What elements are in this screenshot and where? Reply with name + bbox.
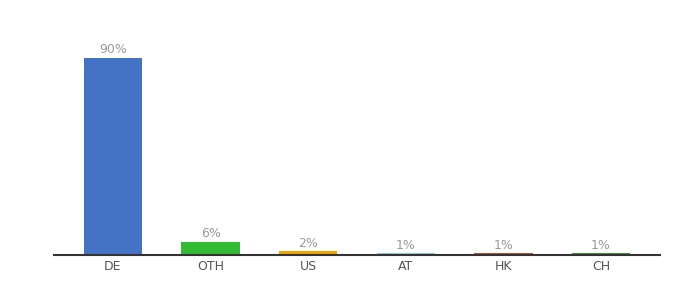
Text: 1%: 1% bbox=[591, 239, 611, 252]
Bar bbox=[377, 253, 435, 255]
Text: 90%: 90% bbox=[99, 43, 127, 56]
Bar bbox=[474, 253, 532, 255]
Bar bbox=[84, 58, 142, 255]
Bar bbox=[182, 242, 240, 255]
Bar bbox=[279, 250, 337, 255]
Text: 6%: 6% bbox=[201, 227, 220, 240]
Bar bbox=[572, 253, 630, 255]
Text: 2%: 2% bbox=[299, 237, 318, 250]
Text: 1%: 1% bbox=[396, 239, 415, 252]
Text: 1%: 1% bbox=[494, 239, 513, 252]
